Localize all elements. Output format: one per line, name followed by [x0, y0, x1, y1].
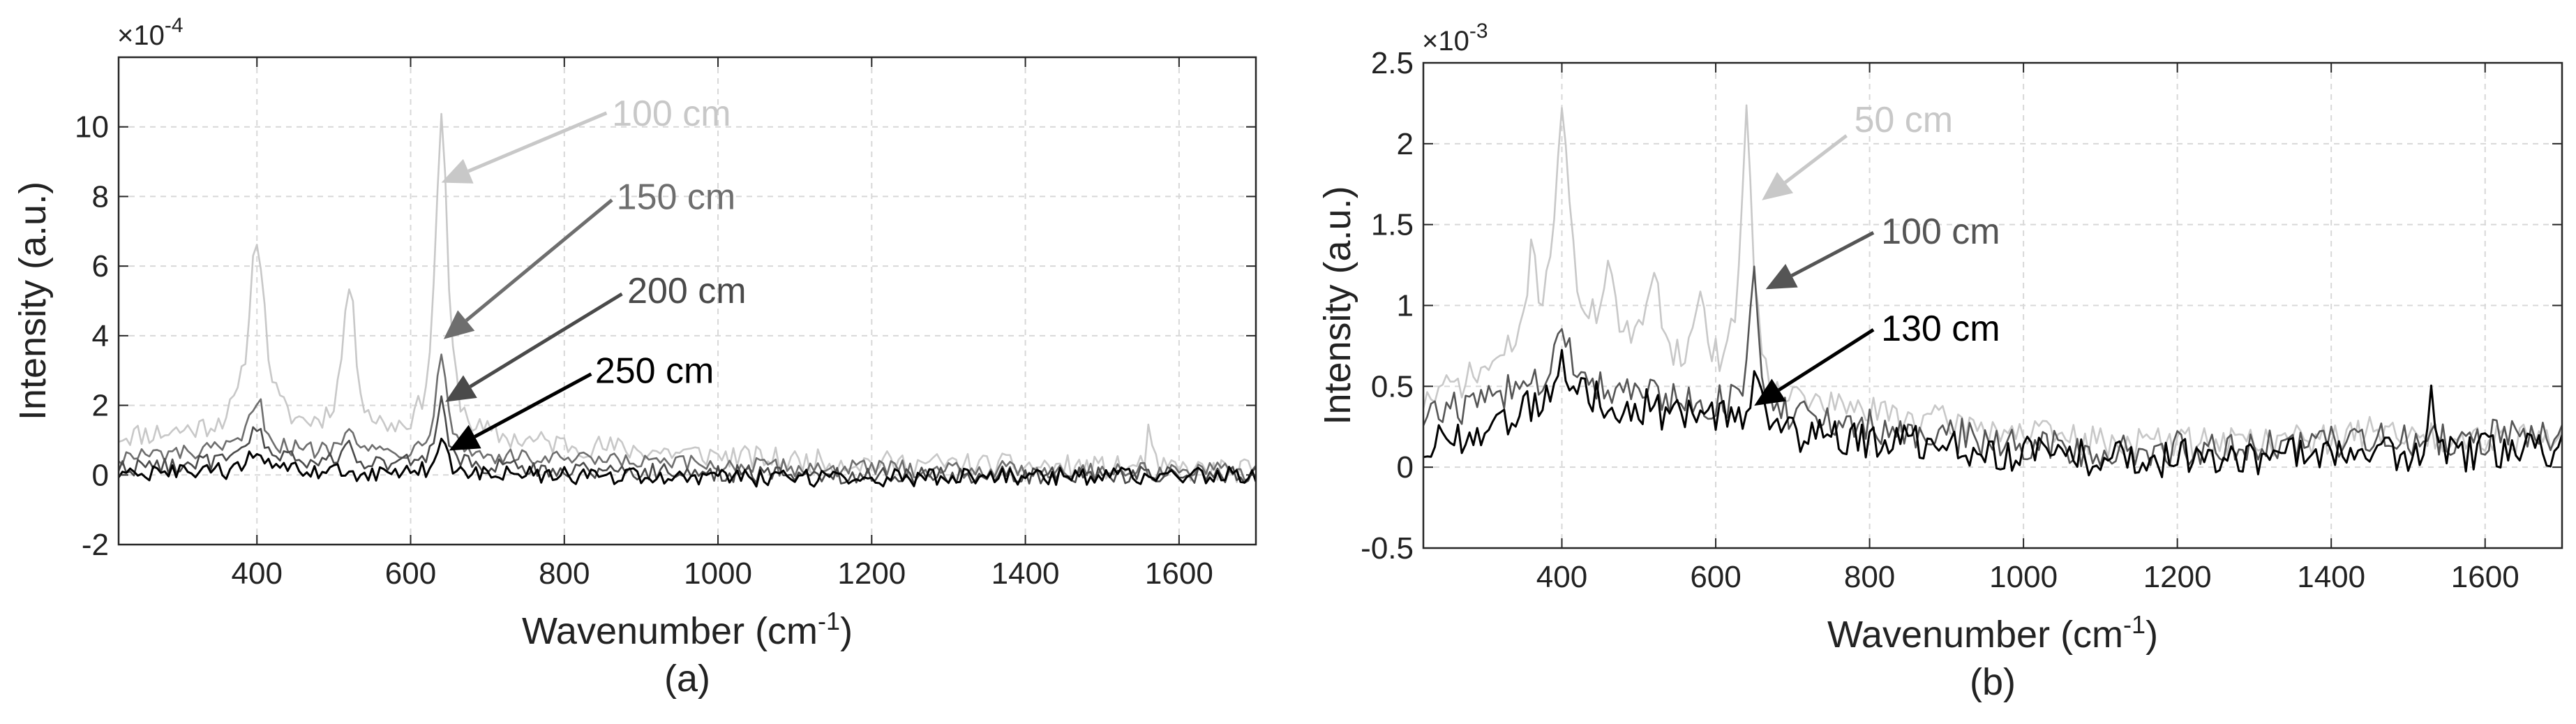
- annotation-150-cm: 150 cm: [443, 177, 736, 339]
- x-tick-label: 400: [232, 556, 283, 591]
- y-tick-label: 10: [75, 110, 109, 145]
- y-axis-label: Intensity (a.u.): [1317, 186, 1358, 424]
- chart-panel-a: 400 600 800 1000 1200 1400 1600 -2 0 2 4 6 8 10 ×10-4 I…: [12, 14, 1257, 700]
- x-tick-label: 600: [1690, 560, 1741, 594]
- annotation-label: 100 cm: [612, 94, 731, 134]
- y-exponent-label: ×10-4: [117, 14, 184, 51]
- y-tick-label: 8: [92, 179, 109, 214]
- y-tick-label: 0: [92, 458, 109, 492]
- annotation-label: 200 cm: [627, 271, 747, 311]
- annotation-arrow-head: [1754, 378, 1786, 406]
- annotation-label: 50 cm: [1855, 100, 1954, 140]
- annotation-50-cm: 50 cm: [1762, 100, 1953, 200]
- y-axis-label: Intensity (a.u.): [12, 182, 54, 420]
- y-tick-label: 4: [92, 319, 109, 353]
- x-tick-label: 1600: [2451, 560, 2519, 594]
- series-line-100-cm: [119, 112, 1256, 483]
- x-tick-label: 1000: [1989, 560, 2058, 594]
- x-tick-label: 400: [1536, 560, 1587, 594]
- panel-label: (b): [1970, 661, 2016, 703]
- annotation-arrow-shaft: [1784, 134, 1848, 184]
- axes-frame-a: [117, 56, 1257, 546]
- y-tick-label: 0.5: [1371, 369, 1414, 404]
- x-axis-label-sup: -1: [818, 607, 840, 635]
- x-tick-label: 600: [385, 556, 436, 591]
- annotation-100-cm: 100 cm: [1765, 212, 2000, 290]
- y-tick-label: 1.5: [1371, 208, 1414, 242]
- series-group-b: [1423, 104, 2562, 478]
- annotation-arrow-shaft: [1790, 231, 1875, 278]
- y-tick-label: 2.5: [1371, 46, 1414, 80]
- annotation-arrow-head: [1762, 172, 1794, 200]
- annotation-label: 100 cm: [1881, 212, 2000, 252]
- x-axis-label-main: Wavenumber (cm: [1827, 614, 2123, 656]
- series-group-a: [119, 112, 1256, 488]
- annotation-arrow-head: [1765, 264, 1798, 290]
- x-tick-label: 1200: [2143, 560, 2212, 594]
- y-exponent-label: ×10-3: [1422, 20, 1488, 57]
- annotation-label: 150 cm: [617, 177, 736, 217]
- annotation-200-cm: 200 cm: [445, 271, 747, 402]
- x-tick-label: 1200: [837, 556, 906, 591]
- series-line-100-cm: [1423, 265, 2562, 468]
- annotation-label: 250 cm: [595, 351, 714, 392]
- annotation-label: 130 cm: [1881, 309, 2000, 349]
- annotation-arrow-shaft: [467, 111, 608, 173]
- annotation-arrow-head: [445, 375, 477, 402]
- x-tick-label: 1400: [2297, 560, 2365, 594]
- y-tick-label: 2: [92, 389, 109, 423]
- annotation-250-cm: 250 cm: [449, 351, 714, 451]
- x-tick-label: 1600: [1145, 556, 1213, 591]
- annotation-130-cm: 130 cm: [1754, 309, 2000, 406]
- annotation-arrow-shaft: [474, 372, 592, 438]
- y-tick-label: 2: [1397, 127, 1414, 161]
- x-tick-label: 1400: [991, 556, 1060, 591]
- x-axis-label: Wavenumber (cm-1): [522, 607, 853, 652]
- x-axis-label-sup: -1: [2123, 610, 2146, 639]
- x-axis-label-close: ): [840, 610, 853, 652]
- series-line-50-cm: [1423, 104, 2562, 459]
- annotation-arrow-head: [441, 158, 474, 184]
- x-tick-label: 800: [539, 556, 590, 591]
- panel-label: (a): [664, 658, 710, 700]
- y-exponent-power: -4: [165, 14, 184, 37]
- annotation-arrow-head: [449, 424, 481, 451]
- annotation-100-cm: 100 cm: [441, 94, 731, 184]
- y-tick-label: 1: [1397, 289, 1414, 323]
- y-tick-label: -2: [82, 528, 109, 562]
- x-axis-label-main: Wavenumber (cm: [522, 610, 818, 652]
- x-axis-label-close: ): [2146, 614, 2158, 656]
- annotation-arrow-shaft: [469, 292, 623, 388]
- series-line-130-cm: [1423, 348, 2562, 478]
- y-exponent-power: -3: [1469, 20, 1488, 43]
- y-tick-label: 6: [92, 249, 109, 283]
- series-line-250-cm: [119, 437, 1256, 488]
- y-tick-label: 0: [1397, 450, 1414, 485]
- x-tick-label: 800: [1844, 560, 1895, 594]
- annotation-arrow-head: [443, 310, 475, 339]
- annotation-arrow-shaft: [1778, 328, 1875, 392]
- y-tick-label: -0.5: [1361, 531, 1414, 566]
- x-axis-label: Wavenumber (cm-1): [1827, 610, 2158, 656]
- x-tick-label: 1000: [684, 556, 752, 591]
- chart-panel-b: 400 600 800 1000 1200 1400 1600 -0.5 0 0.5 1 1.5 2 2.…: [1317, 20, 2563, 703]
- annotation-arrow-shaft: [465, 198, 613, 323]
